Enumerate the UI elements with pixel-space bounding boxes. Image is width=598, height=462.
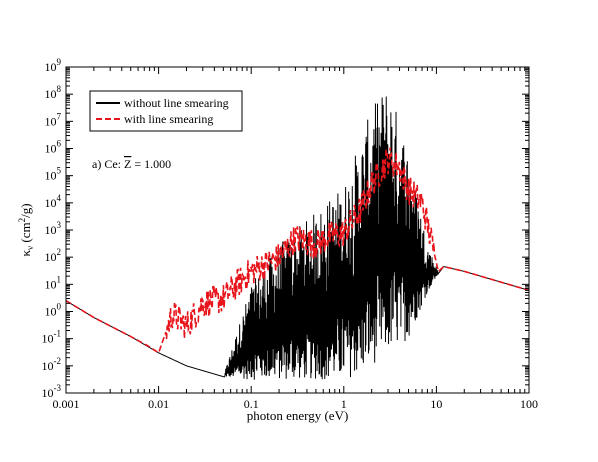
y-tick-label: 105 [45, 166, 62, 183]
x-tick-label: 100 [520, 397, 538, 411]
y-tick-exponent: 1 [57, 274, 62, 284]
y-tick-exponent: -2 [54, 356, 62, 366]
y-tick-exponent: 8 [57, 84, 62, 94]
y-tick-base: 10 [45, 250, 57, 264]
legend: without line smearing with line smearing [89, 90, 243, 132]
annotation-symbol: Z [124, 157, 131, 171]
legend-label-without-smearing: without line smearing [124, 96, 229, 110]
y-tick-base: 10 [42, 386, 54, 400]
y-axis-label-units-power: 2 [17, 218, 27, 223]
y-tick-base: 10 [42, 359, 54, 373]
y-axis-label: κν (cm2/g) [17, 203, 35, 256]
y-tick-exponent: 7 [57, 111, 62, 121]
x-tick-label: 0.1 [244, 397, 259, 411]
x-tick-label: 1 [341, 397, 347, 411]
y-tick-exponent: 3 [57, 220, 62, 230]
y-tick-label: 107 [45, 111, 62, 128]
y-tick-exponent: 9 [57, 57, 62, 67]
y-tick-exponent: 4 [57, 193, 62, 203]
y-tick-exponent: 0 [57, 302, 62, 312]
legend-box [89, 90, 243, 132]
y-axis-label-units-close: /g) [18, 203, 33, 217]
y-tick-label: 100 [45, 302, 62, 319]
series-line-with-smearing [66, 147, 529, 355]
y-tick-exponent: 2 [57, 247, 62, 257]
y-tick-base: 10 [45, 87, 57, 101]
annotation-suffix: = 1.000 [131, 157, 171, 171]
y-tick-label: 10-1 [42, 329, 62, 346]
y-axis-label-kappa: κ [18, 250, 33, 257]
y-tick-base: 10 [45, 305, 57, 319]
y-tick-label: 106 [45, 139, 62, 156]
y-tick-exponent: 6 [57, 139, 62, 149]
y-tick-label: 101 [45, 274, 62, 291]
x-axis-label: photon energy (eV) [247, 408, 349, 423]
y-axis-label-units-open: (cm [18, 222, 33, 245]
y-tick-base: 10 [45, 223, 57, 237]
y-tick-base: 10 [45, 142, 57, 156]
legend-label-with-smearing: with line smearing [124, 112, 213, 126]
x-tick-label: 0.01 [148, 397, 169, 411]
y-tick-base: 10 [42, 332, 54, 346]
x-tick-label: 10 [430, 397, 442, 411]
x-tick-label: 0.001 [53, 397, 80, 411]
y-tick-base: 10 [45, 277, 57, 291]
y-tick-base: 10 [45, 114, 57, 128]
annotation-text: a) Ce: Z = 1.000 [92, 157, 171, 171]
y-tick-exponent: 5 [57, 166, 62, 176]
y-tick-base: 10 [45, 60, 57, 74]
annotation-prefix: a) Ce: [92, 157, 124, 171]
y-tick-label: 102 [45, 247, 62, 264]
y-tick-label: 10-2 [42, 356, 62, 373]
y-tick-label: 109 [45, 57, 62, 74]
y-tick-label: 104 [45, 193, 62, 210]
y-tick-label: 10-3 [42, 383, 62, 400]
y-tick-label: 108 [45, 84, 62, 101]
y-tick-exponent: -1 [54, 329, 62, 339]
y-tick-label: 103 [45, 220, 62, 237]
y-tick-exponent: -3 [54, 383, 62, 393]
y-tick-base: 10 [45, 196, 57, 210]
y-tick-base: 10 [45, 169, 57, 183]
y-axis-label-nu: ν [25, 246, 35, 250]
